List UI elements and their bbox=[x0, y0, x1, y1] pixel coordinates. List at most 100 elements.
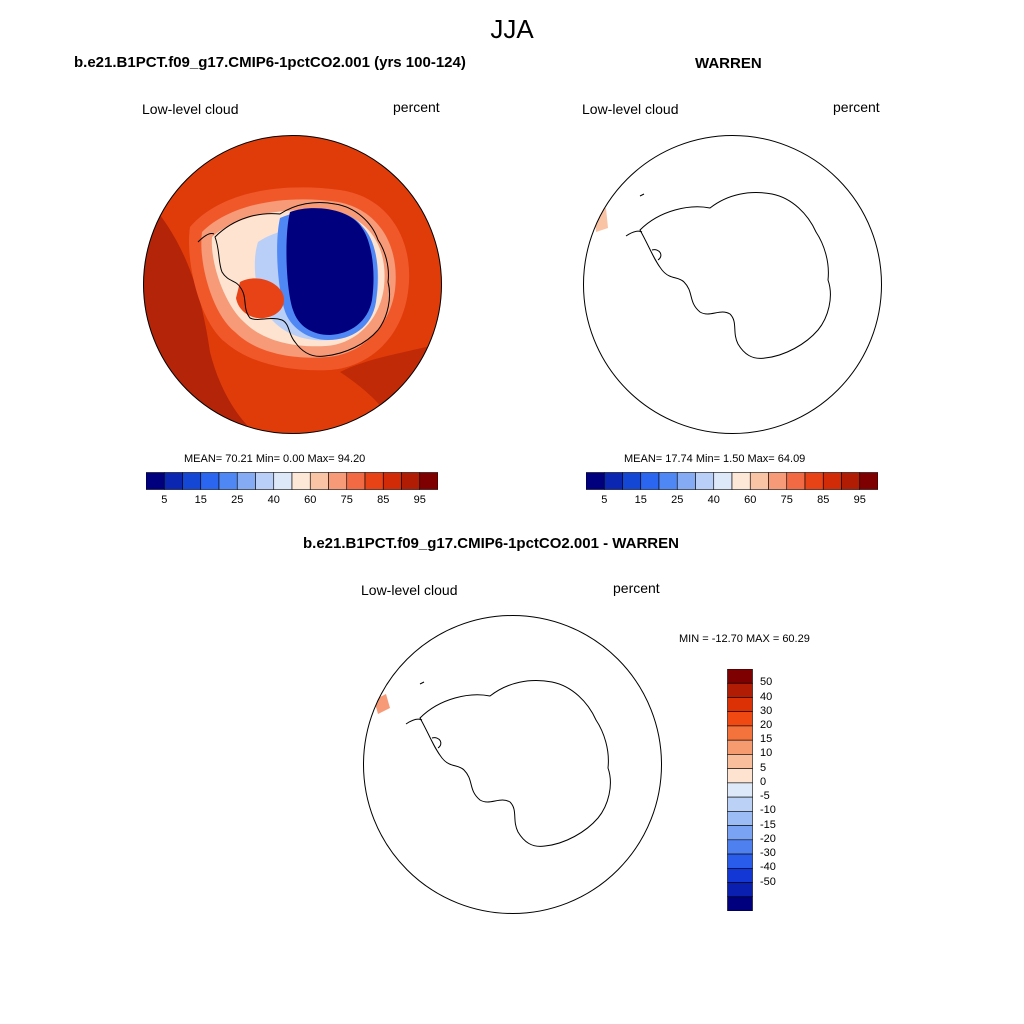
colorbar-swatch bbox=[713, 472, 733, 490]
panel-2-variable-label: Low-level cloud bbox=[582, 101, 679, 117]
colorbar-tick-label: -40 bbox=[760, 861, 776, 874]
colorbar-swatch bbox=[727, 682, 753, 698]
panel-1-stats: MEAN= 70.21 Min= 0.00 Max= 94.20 bbox=[184, 453, 366, 465]
panel-1-variable-label: Low-level cloud bbox=[142, 101, 239, 117]
colorbar-tick-label: 40 bbox=[707, 494, 720, 506]
colorbar-tick-label: 60 bbox=[744, 494, 757, 506]
colorbar-swatch bbox=[382, 472, 402, 490]
colorbar-swatch bbox=[859, 472, 878, 490]
colorbar-swatch bbox=[727, 768, 753, 784]
panel-1-units-label: percent bbox=[393, 99, 440, 115]
colorbar-swatch bbox=[727, 896, 753, 911]
colorbar-swatch bbox=[727, 796, 753, 812]
colorbar-swatch bbox=[309, 472, 329, 490]
colorbar-tick-label: -15 bbox=[760, 818, 776, 831]
panel-2-colorbar bbox=[586, 472, 878, 490]
panel-1-colorbar-ticks: 5 15 25 40 60 75 85 95 bbox=[146, 494, 438, 508]
colorbar-swatch bbox=[727, 811, 753, 826]
colorbar-tick-label: 15 bbox=[760, 733, 773, 746]
colorbar-swatch bbox=[364, 472, 384, 490]
colorbar-swatch bbox=[218, 472, 238, 490]
colorbar-swatch bbox=[727, 853, 753, 869]
colorbar-tick-label: 0 bbox=[760, 775, 767, 788]
panel-3-stats: MIN = -12.70 MAX = 60.29 bbox=[679, 633, 810, 645]
colorbar-tick-label: 40 bbox=[267, 494, 280, 506]
colorbar-swatch bbox=[640, 472, 660, 490]
panel-3-variable-label: Low-level cloud bbox=[361, 582, 458, 598]
colorbar-swatch bbox=[841, 472, 861, 490]
colorbar-swatch bbox=[727, 825, 753, 841]
colorbar-tick-label: 75 bbox=[780, 494, 793, 506]
colorbar-tick-label: 95 bbox=[413, 494, 426, 506]
colorbar-tick-label: 20 bbox=[760, 718, 773, 731]
colorbar-swatch bbox=[236, 472, 256, 490]
panel-2-stats: MEAN= 17.74 Min= 1.50 Max= 64.09 bbox=[624, 453, 806, 465]
colorbar-swatch bbox=[727, 839, 753, 855]
colorbar-swatch bbox=[658, 472, 678, 490]
colorbar-swatch bbox=[727, 882, 753, 898]
panel-2-units-label: percent bbox=[833, 99, 880, 115]
colorbar-swatch bbox=[727, 725, 753, 741]
colorbar-tick-label: 10 bbox=[760, 747, 773, 760]
colorbar-swatch bbox=[804, 472, 824, 490]
colorbar-tick-label: 5 bbox=[601, 494, 608, 506]
colorbar-tick-label: 95 bbox=[853, 494, 866, 506]
colorbar-swatch bbox=[727, 739, 753, 755]
colorbar-tick-label: -50 bbox=[760, 875, 776, 888]
colorbar-swatch bbox=[695, 472, 715, 490]
colorbar-swatch bbox=[328, 472, 348, 490]
colorbar-tick-label: 50 bbox=[760, 676, 773, 689]
colorbar-swatch bbox=[603, 472, 623, 490]
colorbar-swatch bbox=[163, 472, 183, 490]
panel-3-units-label: percent bbox=[613, 580, 660, 596]
colorbar-swatch bbox=[346, 472, 366, 490]
colorbar-swatch bbox=[401, 472, 421, 490]
colorbar-tick-label: 30 bbox=[760, 704, 773, 717]
colorbar-tick-label: 75 bbox=[340, 494, 353, 506]
colorbar-swatch bbox=[786, 472, 806, 490]
figure-title: JJA bbox=[490, 14, 534, 44]
colorbar-swatch bbox=[586, 472, 605, 490]
colorbar-swatch bbox=[419, 472, 438, 490]
colorbar-tick-label: 5 bbox=[161, 494, 168, 506]
colorbar-swatch bbox=[727, 669, 753, 684]
colorbar-swatch bbox=[622, 472, 642, 490]
colorbar-swatch bbox=[727, 697, 753, 713]
colorbar-tick-label: 25 bbox=[231, 494, 244, 506]
panel-1-colorbar bbox=[146, 472, 438, 490]
colorbar-tick-label: 25 bbox=[671, 494, 684, 506]
colorbar-swatch bbox=[727, 711, 753, 727]
colorbar-tick-label: 85 bbox=[377, 494, 390, 506]
colorbar-swatch bbox=[727, 754, 753, 769]
colorbar-tick-label: -5 bbox=[760, 790, 770, 803]
colorbar-swatch bbox=[749, 472, 769, 490]
panel-3-map bbox=[363, 615, 662, 914]
panel-1-map bbox=[143, 135, 442, 434]
panel-3-title: b.e21.B1PCT.f09_g17.CMIP6-1pctCO2.001 - … bbox=[303, 535, 679, 552]
panel-2-colorbar-ticks: 5 15 25 40 60 75 85 95 bbox=[586, 494, 878, 508]
colorbar-swatch bbox=[255, 472, 275, 490]
colorbar-swatch bbox=[291, 472, 311, 490]
colorbar-swatch bbox=[200, 472, 220, 490]
colorbar-tick-label: 15 bbox=[634, 494, 647, 506]
colorbar-swatch bbox=[727, 867, 753, 883]
colorbar-tick-label: -20 bbox=[760, 832, 776, 845]
colorbar-tick-label: 40 bbox=[760, 690, 773, 703]
colorbar-swatch bbox=[822, 472, 842, 490]
colorbar-swatch bbox=[676, 472, 696, 490]
panel-2-map bbox=[583, 135, 882, 434]
colorbar-swatch bbox=[146, 472, 165, 490]
colorbar-swatch bbox=[731, 472, 751, 490]
panel-3-colorbar-ticks: 50 40 30 20 15 10 5 0 -5 -10 -15 -20 -30 -40 -50 bbox=[760, 669, 800, 911]
colorbar-tick-label: -30 bbox=[760, 847, 776, 860]
colorbar-tick-label: 5 bbox=[760, 761, 767, 774]
colorbar-swatch bbox=[182, 472, 202, 490]
colorbar-tick-label: -10 bbox=[760, 804, 776, 817]
colorbar-tick-label: 15 bbox=[194, 494, 207, 506]
colorbar-swatch bbox=[273, 472, 293, 490]
panel-3-colorbar bbox=[727, 669, 753, 911]
colorbar-tick-label: 60 bbox=[304, 494, 317, 506]
colorbar-tick-label: 85 bbox=[817, 494, 830, 506]
panel-2-title: WARREN bbox=[695, 55, 762, 72]
colorbar-swatch bbox=[727, 782, 753, 798]
